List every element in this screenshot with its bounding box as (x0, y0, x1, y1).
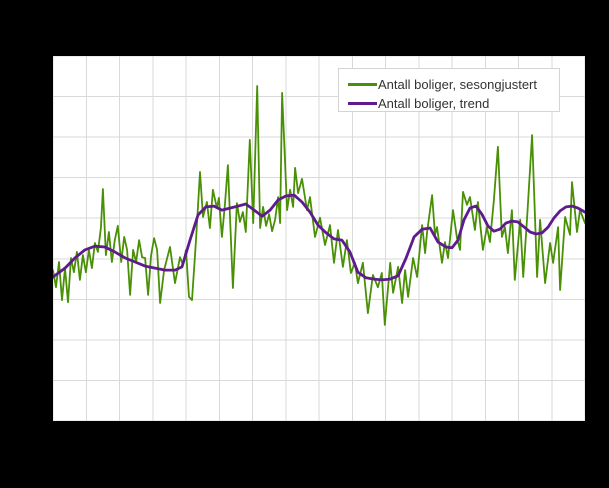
legend-item-sesongjustert: Antall boliger, sesongjustert (339, 75, 559, 94)
series-line-sesongjustert (53, 85, 585, 326)
chart-canvas (53, 56, 585, 421)
legend-item-trend: Antall boliger, trend (339, 94, 559, 113)
legend-swatch-sesongjustert-line (348, 83, 377, 86)
legend-label-sesongjustert: Antall boliger, sesongjustert (378, 77, 537, 92)
series-line-trend (53, 193, 585, 282)
legend-swatch-trend-line (348, 102, 377, 105)
legend-label-trend: Antall boliger, trend (378, 96, 490, 111)
legend: Antall boliger, sesongjustert Antall bol… (338, 68, 560, 112)
plot-area (53, 56, 585, 421)
gridlines (53, 56, 585, 421)
